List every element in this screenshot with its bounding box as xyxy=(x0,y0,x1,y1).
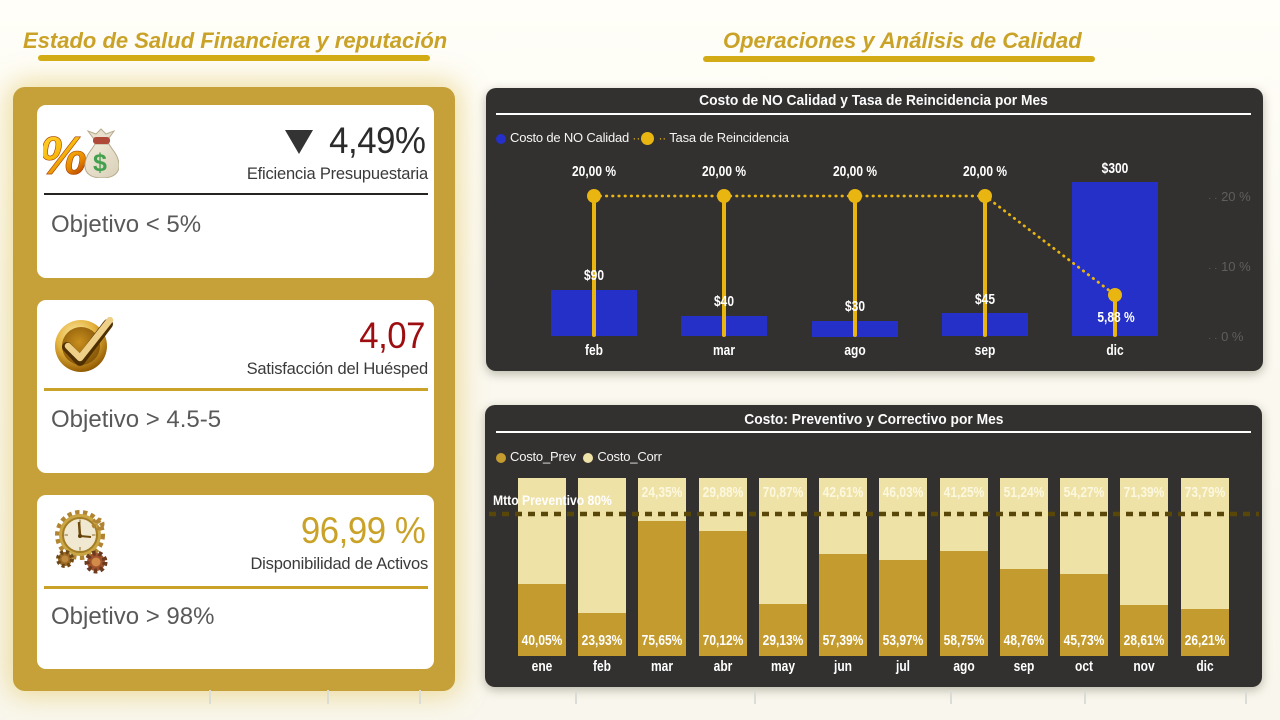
svg-text:$: $ xyxy=(93,149,107,177)
svg-text:%: % xyxy=(43,128,87,178)
